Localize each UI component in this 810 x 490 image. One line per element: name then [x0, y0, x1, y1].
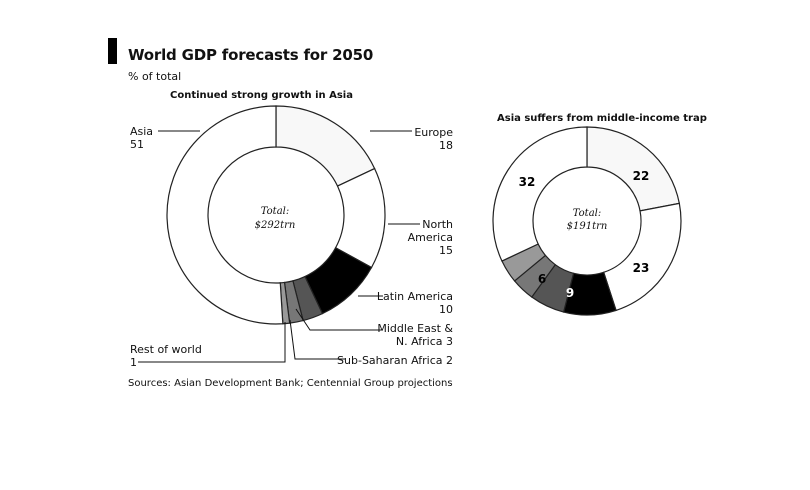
leader-ssa — [289, 319, 345, 360]
chart-subtitle: % of total — [128, 70, 182, 83]
leader-middle-east — [295, 308, 383, 331]
right-value-asia: 32 — [519, 175, 536, 189]
left-total-value: $292trn — [255, 220, 296, 231]
left-total-label: Total: — [261, 206, 289, 217]
left-chart-title: Continued strong growth in Asia — [170, 90, 353, 101]
chart-title: World GDP forecasts for 2050 — [128, 46, 374, 64]
right-value-latin-america: 9 — [566, 286, 574, 300]
label-europe: Europe — [414, 126, 453, 139]
right-total-value: $191trn — [567, 221, 608, 232]
label-middle-east-1: Middle East & — [377, 322, 453, 335]
label-middle-east-2: N. Africa 3 — [396, 335, 453, 348]
leader-rest-of-world — [138, 322, 286, 363]
right-slice-north-america — [602, 202, 682, 312]
value-asia: 51 — [130, 138, 144, 151]
label-north-america-2: America — [408, 231, 453, 244]
source-note: Sources: Asian Development Bank; Centenn… — [128, 378, 453, 389]
value-europe: 18 — [439, 139, 453, 152]
label-latin-america: Latin America — [377, 290, 453, 303]
right-value-middle-east: 6 — [538, 272, 546, 286]
right-value-north-america: 23 — [633, 261, 650, 275]
value-north-america: 15 — [439, 244, 453, 257]
label-rest-of-world: Rest of world — [130, 343, 202, 356]
label-ssa: Sub-Saharan Africa 2 — [337, 354, 453, 367]
label-north-america-1: North — [422, 218, 453, 231]
value-latin-america: 10 — [439, 303, 453, 316]
left-slice-europe — [275, 105, 376, 187]
right-total-label: Total: — [573, 208, 601, 219]
right-slice-asia — [492, 126, 588, 262]
right-value-europe: 22 — [633, 169, 650, 183]
left-slice-asia — [166, 105, 284, 325]
right-donut — [492, 126, 682, 316]
title-marker — [108, 38, 117, 64]
label-asia: Asia — [130, 125, 153, 138]
value-rest-of-world: 1 — [130, 356, 137, 369]
right-chart-title: Asia suffers from middle-income trap — [497, 113, 707, 124]
left-donut — [166, 105, 386, 325]
